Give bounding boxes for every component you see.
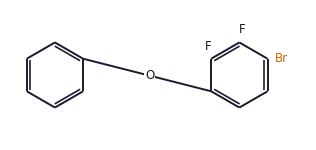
Text: F: F <box>205 40 211 53</box>
Text: F: F <box>239 24 246 36</box>
Text: O: O <box>145 69 154 82</box>
Text: Br: Br <box>275 52 288 65</box>
